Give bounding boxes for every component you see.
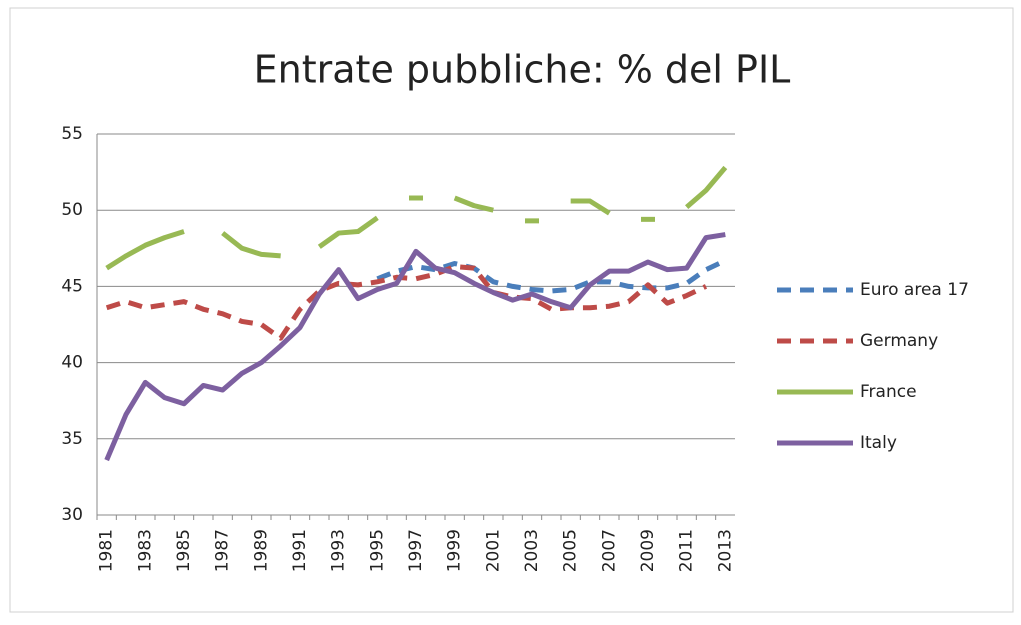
series-line: [105, 264, 708, 341]
y-tick-label: 40: [61, 353, 83, 373]
x-tick-label: 2003: [522, 529, 542, 572]
series-line: [104, 232, 726, 462]
y-tick-label: 55: [61, 124, 83, 144]
series-line: [221, 231, 281, 259]
x-tick-label: 2001: [483, 529, 503, 572]
legend-label: France: [860, 382, 917, 402]
chart-title: Entrate pubbliche: % del PIL: [254, 48, 791, 92]
x-tick-label: 2005: [561, 529, 581, 572]
y-tick-label: 45: [61, 276, 83, 296]
x-tick-label: 1983: [135, 529, 155, 572]
series-line: [685, 165, 728, 210]
y-tick-label: 50: [61, 200, 83, 220]
x-tick-label: 1995: [367, 529, 387, 572]
series-line: [105, 229, 185, 271]
x-tick-label: 2011: [677, 529, 697, 572]
series-line: [376, 258, 727, 294]
x-tick-label: 1999: [445, 529, 465, 572]
legend-label: Italy: [860, 433, 897, 453]
series-line: [453, 195, 494, 213]
legend-label: Euro area 17: [860, 280, 969, 300]
x-tick-label: 1993: [329, 529, 349, 572]
x-tick-label: 2013: [715, 529, 735, 572]
x-tick-label: 1997: [406, 529, 426, 572]
series-line: [317, 215, 379, 249]
x-tick-label: 1991: [290, 529, 310, 572]
x-tick-label: 2007: [599, 529, 619, 572]
chart-frame: [9, 7, 1014, 613]
x-tick-label: 2009: [638, 529, 658, 572]
x-tick-label: 1985: [174, 529, 194, 572]
x-tick-label: 1981: [97, 529, 117, 572]
series-line: [570, 198, 611, 216]
legend-label: Germany: [860, 331, 938, 351]
x-tick-label: 1987: [213, 529, 233, 572]
y-tick-label: 30: [61, 505, 83, 525]
y-tick-label: 35: [61, 429, 83, 449]
x-tick-label: 1989: [251, 529, 271, 572]
